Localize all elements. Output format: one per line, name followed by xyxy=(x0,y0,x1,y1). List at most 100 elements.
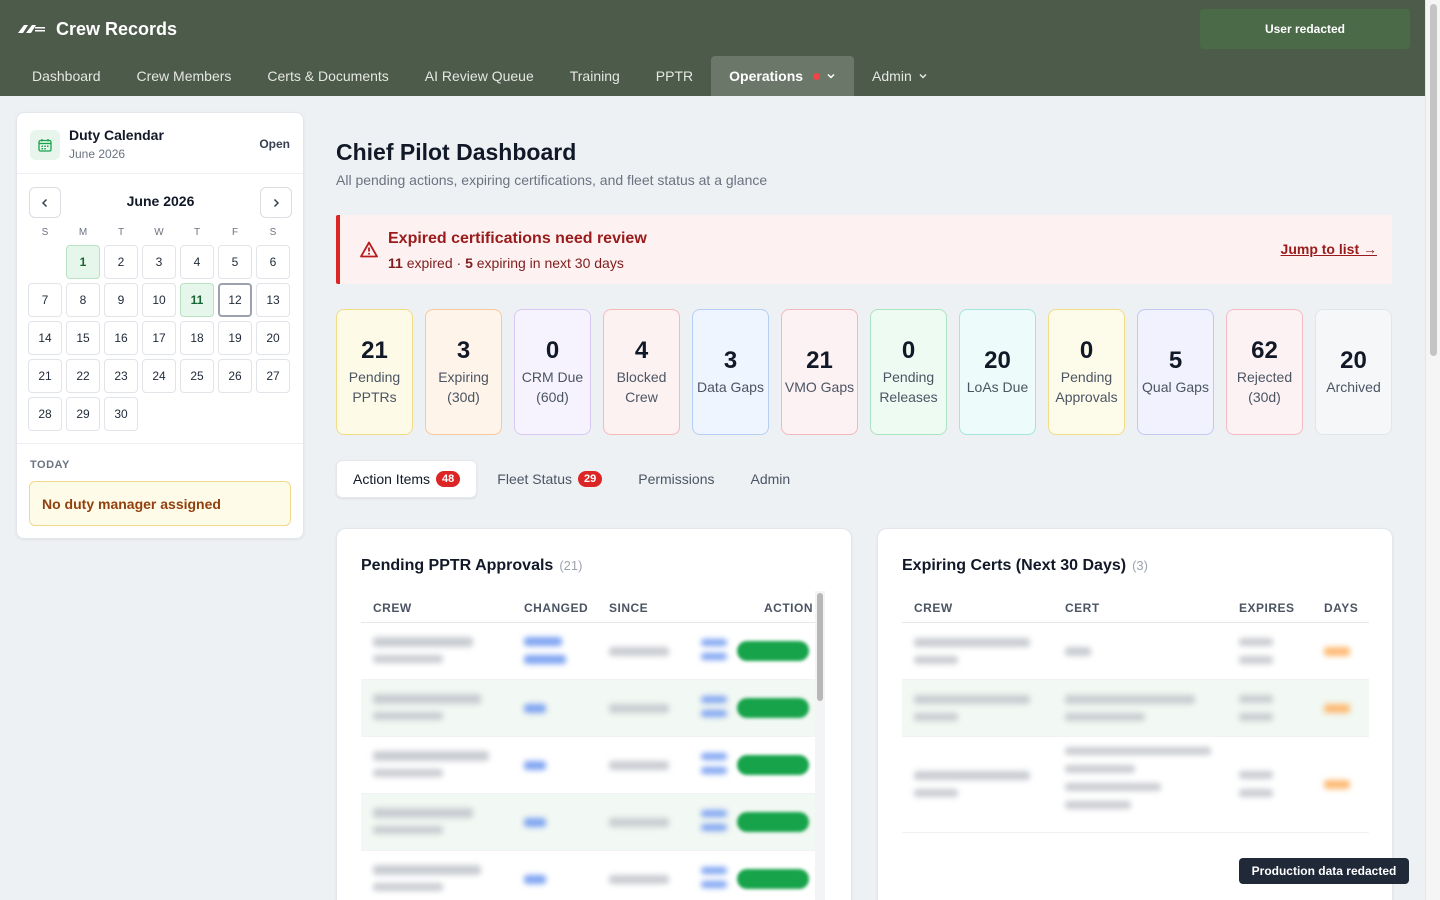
redacted-cell xyxy=(701,881,727,888)
page-subtitle: All pending actions, expiring certificat… xyxy=(336,172,768,188)
table-row xyxy=(902,680,1369,737)
calendar-day[interactable]: 14 xyxy=(28,321,62,355)
calendar-day[interactable]: 12 xyxy=(218,283,252,317)
table-row xyxy=(361,851,815,900)
stat-card-pending-pptrs[interactable]: 21 Pending PPTRs xyxy=(336,309,413,435)
nav-item-pptr[interactable]: PPTR xyxy=(638,56,711,96)
calendar-day[interactable]: 22 xyxy=(66,359,100,393)
stat-card-blocked-crew[interactable]: 4 Blocked Crew xyxy=(603,309,680,435)
pptr-table-scroll-thumb[interactable] xyxy=(817,593,823,701)
chevron-left-icon xyxy=(41,198,48,207)
next-month-button[interactable] xyxy=(260,187,292,218)
redacted-cell xyxy=(737,698,809,718)
nav-item-certs-documents[interactable]: Certs & Documents xyxy=(249,56,406,96)
calendar-day[interactable]: 16 xyxy=(104,321,138,355)
tab-action-items[interactable]: Action Items 48 xyxy=(336,460,478,498)
nav-item-operations[interactable]: Operations xyxy=(711,56,855,96)
stat-value: 21 xyxy=(361,337,388,364)
calendar-day[interactable]: 25 xyxy=(180,359,214,393)
stat-card-qual-gaps[interactable]: 5 Qual Gaps xyxy=(1137,309,1214,435)
page-scroll-thumb[interactable] xyxy=(1430,4,1437,356)
redacted-cell xyxy=(701,810,727,817)
user-menu[interactable]: User redacted xyxy=(1200,9,1410,49)
redacted-cell xyxy=(914,712,958,721)
redacted-cell xyxy=(1065,801,1131,809)
redacted-cell xyxy=(701,696,727,703)
calendar-day[interactable]: 8 xyxy=(66,283,100,317)
calendar-day[interactable]: 7 xyxy=(28,283,62,317)
nav-item-training[interactable]: Training xyxy=(552,56,638,96)
calendar-day[interactable]: 1 xyxy=(66,245,100,279)
certs-card-title-text: Expiring Certs (Next 30 Days) xyxy=(902,557,1127,574)
redacted-cell xyxy=(373,655,443,663)
calendar-day[interactable]: 20 xyxy=(256,321,290,355)
brand[interactable]: Crew Records xyxy=(16,16,177,42)
calendar-day[interactable]: 6 xyxy=(256,245,290,279)
pptr-card-title-text: Pending PPTR Approvals xyxy=(361,557,554,574)
calendar-day[interactable]: 19 xyxy=(218,321,252,355)
nav-item-dashboard[interactable]: Dashboard xyxy=(14,56,119,96)
calendar-day[interactable]: 28 xyxy=(28,397,62,431)
certs-table-body xyxy=(902,623,1369,833)
calendar-day[interactable]: 10 xyxy=(142,283,176,317)
redacted-cell xyxy=(1065,712,1145,721)
pptr-table-scrollbar[interactable] xyxy=(815,591,825,900)
tab-fleet-status[interactable]: Fleet Status 29 xyxy=(481,460,618,498)
calendar-day[interactable]: 2 xyxy=(104,245,138,279)
stat-card-pending-releases[interactable]: 0 Pending Releases xyxy=(870,309,947,435)
stat-card-pending-approvals[interactable]: 0 Pending Approvals xyxy=(1048,309,1125,435)
redacted-cell xyxy=(524,655,566,664)
redacted-cell xyxy=(1239,694,1273,703)
redacted-cell xyxy=(1324,646,1350,656)
stat-card-data-gaps[interactable]: 3 Data Gaps xyxy=(692,309,769,435)
calendar-open-link[interactable]: Open xyxy=(259,137,290,151)
redacted-cell xyxy=(1324,703,1350,713)
stat-card-expiring-30d[interactable]: 3 Expiring (30d) xyxy=(425,309,502,435)
redacted-cell xyxy=(701,639,727,646)
stat-value: 62 xyxy=(1251,337,1278,364)
calendar-day[interactable]: 3 xyxy=(142,245,176,279)
calendar-day[interactable]: 5 xyxy=(218,245,252,279)
calendar-day[interactable]: 23 xyxy=(104,359,138,393)
tab-permissions[interactable]: Permissions xyxy=(622,460,730,498)
page-title: Chief Pilot Dashboard xyxy=(336,139,577,165)
nav-item-crew-members[interactable]: Crew Members xyxy=(119,56,250,96)
calendar-day[interactable]: 30 xyxy=(104,397,138,431)
calendar-day[interactable]: 4 xyxy=(180,245,214,279)
calendar-day[interactable]: 18 xyxy=(180,321,214,355)
nav-item-admin[interactable]: Admin xyxy=(854,56,946,96)
stat-card-archived[interactable]: 20 Archived xyxy=(1315,309,1392,435)
calendar-day[interactable]: 26 xyxy=(218,359,252,393)
nav-item-label: Dashboard xyxy=(32,68,101,84)
stat-card-crm-due-60d[interactable]: 0 CRM Due (60d) xyxy=(514,309,591,435)
prev-month-button[interactable] xyxy=(29,187,61,218)
redacted-cell xyxy=(737,641,809,661)
calendar-day[interactable]: 17 xyxy=(142,321,176,355)
jump-to-list-link[interactable]: Jump to list → xyxy=(1280,241,1377,257)
redacted-cell xyxy=(609,818,669,827)
certs-card-count: (3) xyxy=(1132,558,1148,573)
stat-card-rejected-30d[interactable]: 62 Rejected (30d) xyxy=(1226,309,1303,435)
calendar-day[interactable]: 13 xyxy=(256,283,290,317)
redacted-cell xyxy=(609,704,669,713)
calendar-day[interactable]: 24 xyxy=(142,359,176,393)
calendar-day[interactable]: 9 xyxy=(104,283,138,317)
duty-calendar-panel: Duty Calendar June 2026 Open June 2026 S… xyxy=(16,112,304,539)
calendar-day[interactable]: 11 xyxy=(180,283,214,317)
redacted-cell xyxy=(1065,747,1211,755)
stat-value: 21 xyxy=(806,347,833,374)
redacted-cell xyxy=(373,694,481,704)
nav-item-ai-review-queue[interactable]: AI Review Queue xyxy=(407,56,552,96)
stat-card-loas-due[interactable]: 20 LoAs Due xyxy=(959,309,1036,435)
calendar-day[interactable]: 29 xyxy=(66,397,100,431)
tab-admin[interactable]: Admin xyxy=(734,460,806,498)
calendar-day[interactable]: 15 xyxy=(66,321,100,355)
redacted-cell xyxy=(1239,771,1273,779)
calendar-day[interactable]: 27 xyxy=(256,359,290,393)
calendar-day[interactable]: 21 xyxy=(28,359,62,393)
stat-card-vmo-gaps[interactable]: 21 VMO Gaps xyxy=(781,309,858,435)
app-header: Crew Records User redacted Dashboard Crew… xyxy=(0,0,1425,96)
page-scrollbar[interactable] xyxy=(1425,0,1440,900)
redaction-toast: Production data redacted xyxy=(1239,858,1409,884)
calendar-icon xyxy=(30,130,60,160)
